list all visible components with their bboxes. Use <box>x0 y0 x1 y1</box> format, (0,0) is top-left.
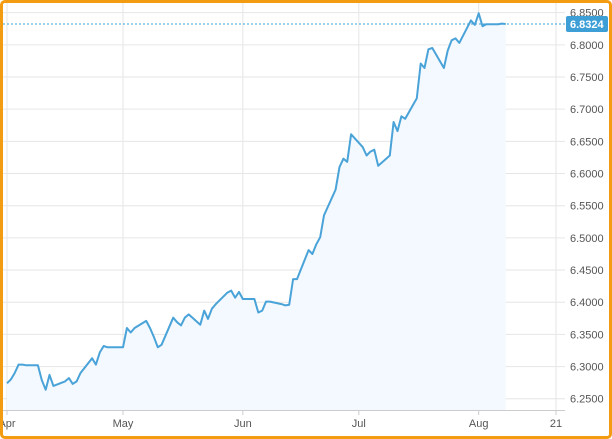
y-tick-label-10: 6.7500 <box>570 72 604 84</box>
x-tick-label-4: Aug <box>469 418 489 430</box>
x-tick-label-3: Jul <box>352 418 366 430</box>
x-tick-label-0: Apr <box>3 418 16 430</box>
price-area-fill <box>7 13 506 411</box>
x-tick-label-1: May <box>113 418 134 430</box>
y-tick-label-0: 6.2500 <box>570 394 604 406</box>
y-tick-label-6: 6.5500 <box>570 201 604 213</box>
x-tick-label-5: 21 <box>550 418 562 430</box>
y-tick-label-2: 6.3500 <box>570 329 604 341</box>
price-series-line <box>6 12 506 391</box>
x-tick-label-2: Jun <box>234 418 252 430</box>
last-value-text: 6.8324 <box>570 19 605 31</box>
y-axis-tick-labels: 6.2500 6.3000 6.3500 6.4000 6.4500 6.5000 6.55… <box>570 8 604 406</box>
line-chart: 6.2500 6.3000 6.3500 6.4000 6.4500 6.5000 6.55… <box>3 3 608 430</box>
y-tick-label-8: 6.6500 <box>570 136 604 148</box>
y-tick-label-5: 6.5000 <box>570 233 604 245</box>
y-tick-label-9: 6.7000 <box>570 104 604 116</box>
y-tick-label-4: 6.4500 <box>570 265 604 277</box>
y-tick-label-11: 6.8000 <box>570 40 604 52</box>
y-tick-label-1: 6.3000 <box>570 362 604 374</box>
last-value-badge[interactable]: 6.8324 <box>566 15 608 32</box>
last-value-badge-background <box>566 15 608 32</box>
x-axis-tick-labels: Apr May Jun Jul Aug 21 <box>3 410 562 430</box>
y-tick-label-3: 6.4000 <box>570 297 604 309</box>
y-tick-label-7: 6.6000 <box>570 169 604 181</box>
